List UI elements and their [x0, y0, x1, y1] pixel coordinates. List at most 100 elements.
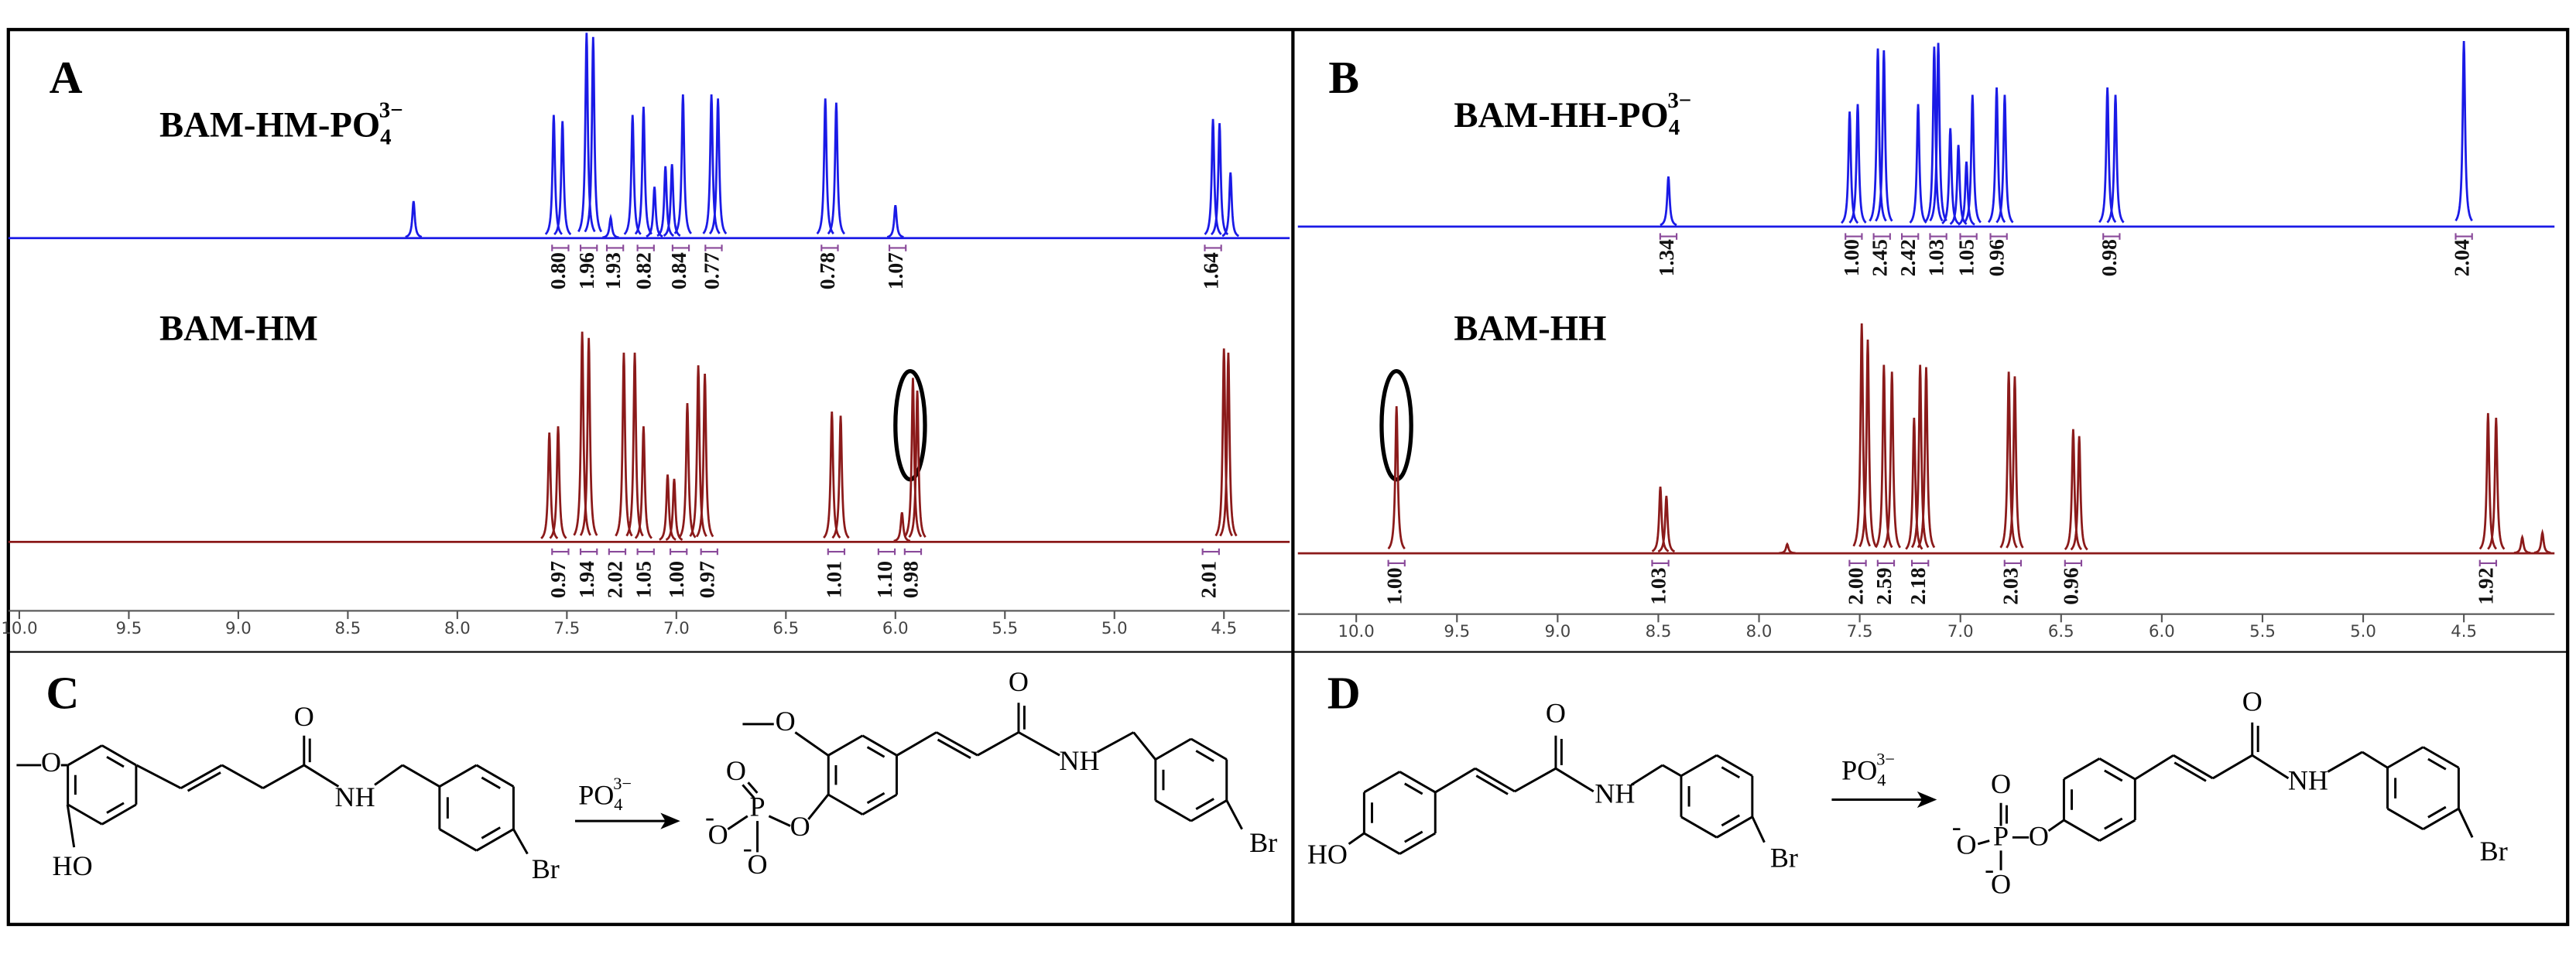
- integral-bracket: [1929, 233, 1947, 240]
- x-tick-label: 6.5: [772, 619, 799, 638]
- integral-label: 0.78: [815, 252, 839, 289]
- bond: [1195, 798, 1214, 810]
- bond: [1404, 782, 1423, 795]
- bond: [135, 764, 182, 789]
- peak: [903, 378, 923, 538]
- integral-label: 2.03: [1999, 567, 2023, 604]
- bond: [1155, 737, 1192, 761]
- bond: [1680, 754, 1718, 778]
- integral-label: 2.42: [1896, 239, 1920, 276]
- bond: [2458, 808, 2474, 838]
- peak: [540, 433, 559, 539]
- bond: [106, 802, 125, 814]
- bond: [862, 793, 898, 816]
- integral-bracket: [1872, 233, 1891, 240]
- atom-label: NH: [2288, 765, 2328, 796]
- atom-label: O: [790, 811, 810, 842]
- integral-bracket: [2478, 559, 2498, 567]
- bond: [67, 803, 103, 826]
- spectrum-name: BAM-HM-PO4 3−: [159, 97, 403, 149]
- peak: [708, 98, 728, 234]
- x-tick-label: 10.0: [1, 619, 37, 638]
- peak: [702, 94, 721, 234]
- reagent-sub: 4: [1877, 771, 1886, 790]
- bond: [1680, 816, 1718, 839]
- integral-label: 2.02: [603, 561, 627, 598]
- spectrum-name-main: BAM-HH: [1454, 308, 1606, 348]
- peak: [2006, 376, 2024, 549]
- atom-label: O: [294, 701, 314, 732]
- x-tick-label: 9.5: [1444, 622, 1470, 641]
- integral-label: 1.07: [883, 252, 907, 289]
- bond: [742, 784, 755, 799]
- bond: [2063, 757, 2101, 781]
- bond: [439, 764, 478, 788]
- peak: [663, 164, 681, 237]
- integral-bracket: [1845, 233, 1863, 240]
- bond: [1662, 764, 1682, 778]
- peak: [579, 337, 598, 536]
- integral-bracket: [1201, 548, 1220, 556]
- peak: [1963, 94, 1982, 224]
- spectrum-name-sup: 3−: [379, 97, 403, 122]
- atom-label: O: [2242, 686, 2263, 717]
- peak: [1204, 118, 1222, 235]
- x-tick-label: 5.0: [2350, 622, 2376, 641]
- integral-bracket: [671, 244, 690, 251]
- bond: [2098, 819, 2136, 842]
- integral-bracket: [605, 244, 625, 251]
- atom-label: O: [776, 706, 796, 737]
- atom-label: O: [1991, 768, 2011, 799]
- integral-label: 0.77: [699, 252, 723, 289]
- x-tick-label: 7.5: [1847, 622, 1873, 641]
- peak: [1651, 486, 1670, 552]
- peak: [2478, 412, 2497, 550]
- integral-label: 2.18: [1906, 567, 1930, 604]
- bond: [1977, 839, 1990, 846]
- integral-bracket: [1989, 233, 2008, 240]
- reagent: PO4 3−: [578, 774, 632, 814]
- integral-label: 1.03: [1646, 567, 1670, 604]
- bond: [475, 828, 515, 852]
- bond: [303, 764, 340, 788]
- bond: [1363, 832, 1401, 855]
- integral-label: 1.93: [601, 252, 625, 289]
- integral-label: 2.04: [2449, 239, 2473, 276]
- bond: [439, 828, 478, 852]
- integral-label: 1.00: [664, 561, 688, 598]
- atom-label: O: [1009, 666, 1029, 697]
- atom-label: NH: [1595, 778, 1635, 809]
- integral-bracket: [669, 548, 688, 556]
- panel-letter: A: [50, 52, 83, 103]
- x-tick-label: 5.0: [1101, 619, 1128, 638]
- integral-label: 0.97: [695, 561, 719, 598]
- bond: [807, 794, 829, 820]
- highlight-ellipse: [1379, 368, 1413, 482]
- peak: [1941, 128, 1960, 224]
- integral-bracket: [1900, 233, 1920, 240]
- bond: [374, 764, 403, 786]
- peak: [1958, 161, 1975, 226]
- x-tick-label: 4.5: [1211, 619, 1237, 638]
- spectrum-name-sub: 4: [1669, 115, 1680, 139]
- atom-label: O: [708, 819, 728, 850]
- reagent-main: PO: [578, 780, 614, 811]
- peak: [1779, 542, 1796, 555]
- peak: [1875, 364, 1893, 549]
- peak: [553, 121, 572, 235]
- integral-bracket: [551, 548, 570, 556]
- peak: [1949, 145, 1968, 225]
- bond: [2427, 757, 2447, 771]
- bond: [2134, 754, 2174, 781]
- atom-label: -: [705, 801, 714, 832]
- peak: [1869, 48, 1887, 222]
- peak: [1917, 367, 1936, 549]
- integral-label: 0.98: [899, 561, 923, 598]
- bond: [1555, 767, 1595, 793]
- peak: [2070, 436, 2088, 551]
- bond: [1751, 816, 1766, 843]
- integral-bracket: [551, 244, 570, 251]
- bond: [2047, 819, 2065, 833]
- integral-bracket: [1659, 233, 1678, 240]
